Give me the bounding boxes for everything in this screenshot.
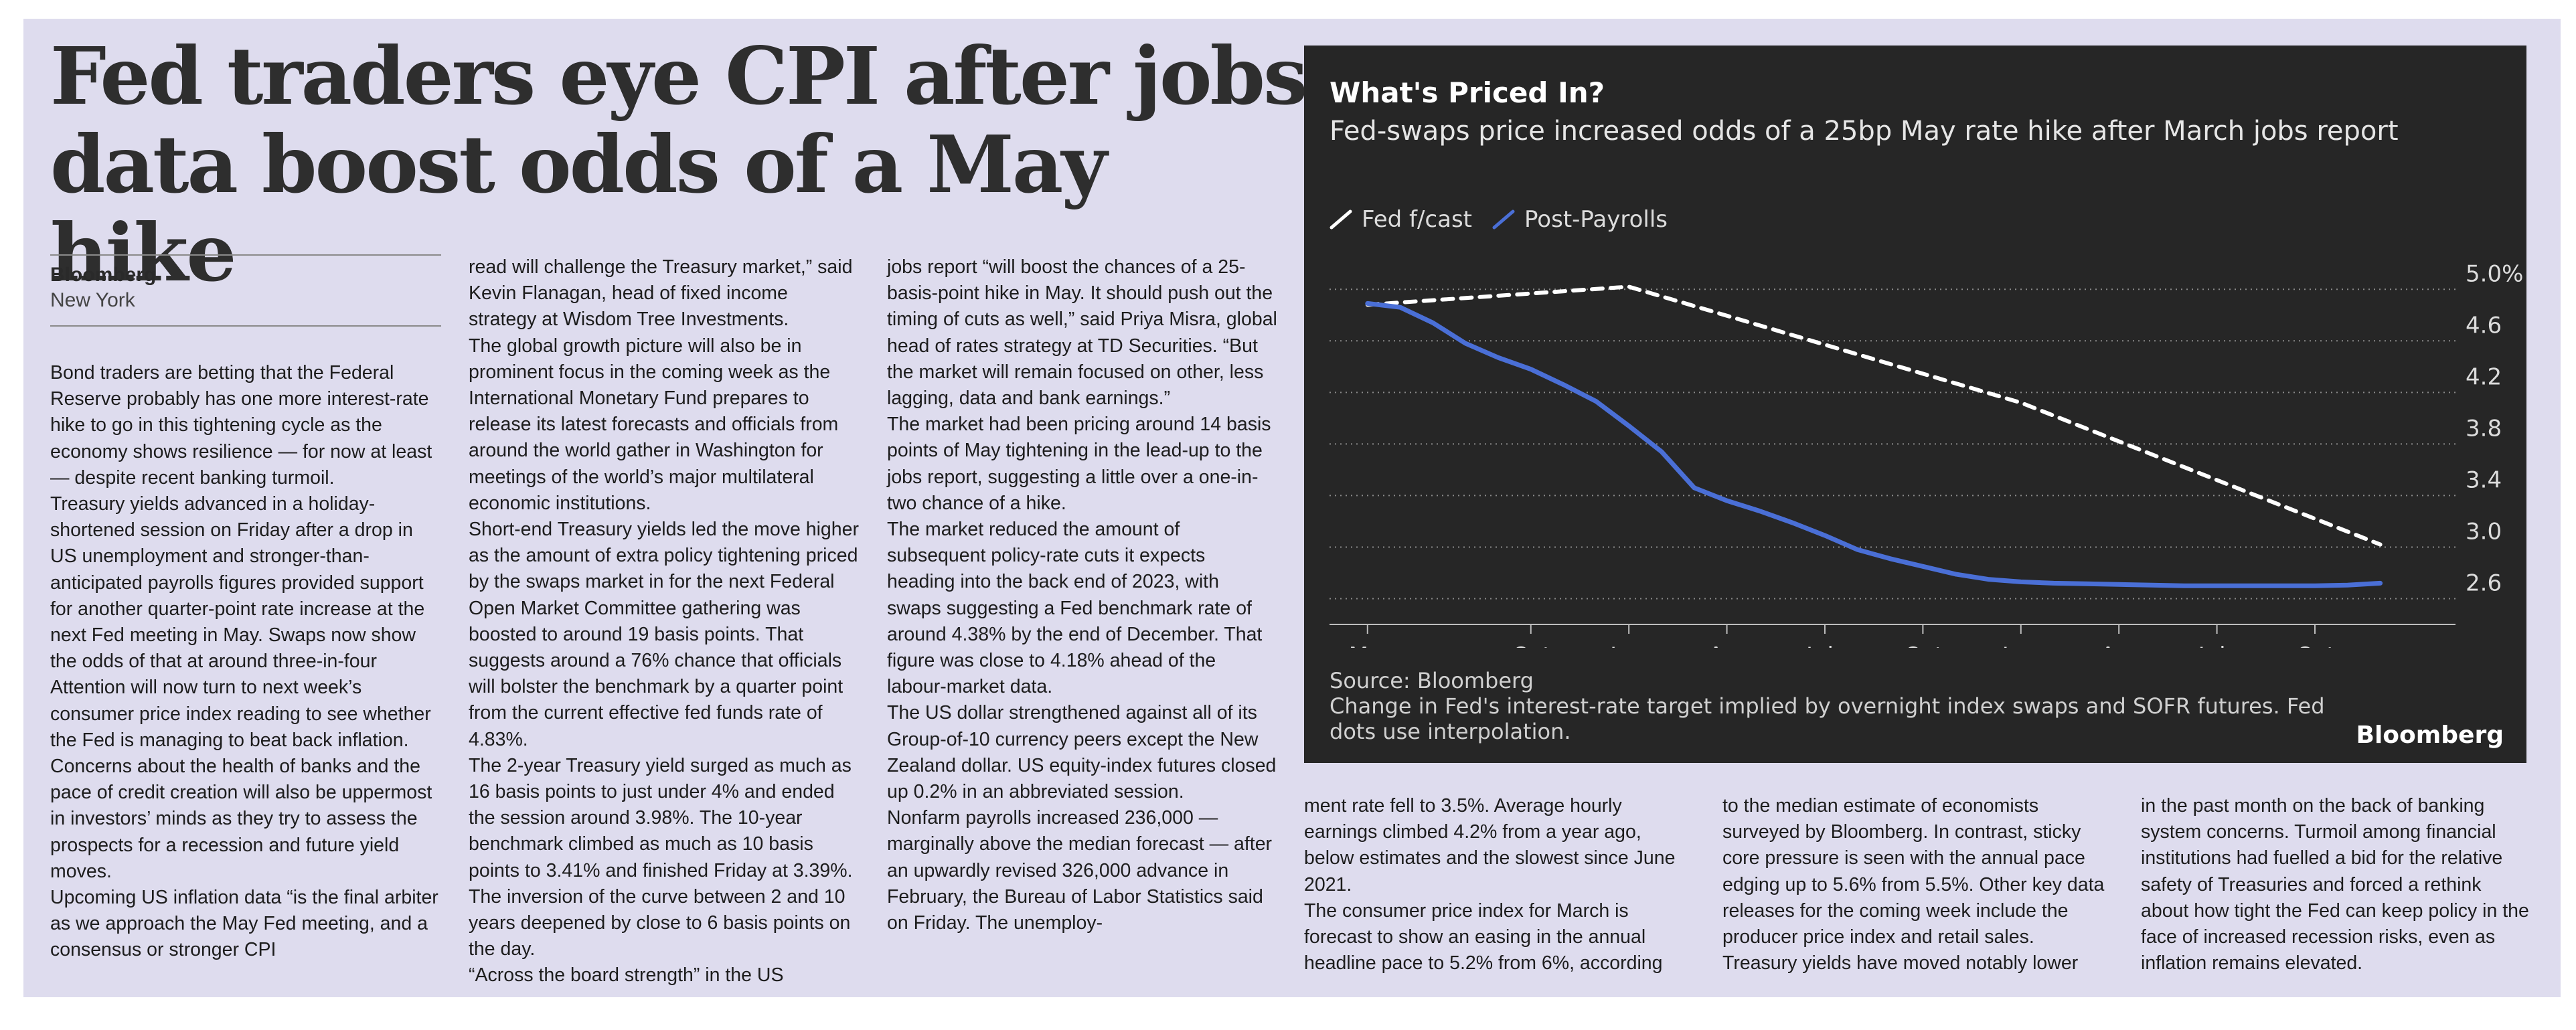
paragraph: Treasury yields have moved notably lower [1722,952,2079,974]
paragraph: The 2-year Treasury yield surged as much… [469,754,853,960]
solid-line-icon [1492,209,1515,230]
legend-item-fed-forecast: Fed f/cast [1330,206,1472,233]
article-column-5: to the median estimate of economists sur… [1722,793,2113,976]
post-payrolls-line [1365,301,2383,588]
x-tick-label: May [1349,642,1396,648]
chart-footnote: Source: Bloomberg Change in Fed's intere… [1330,668,2334,744]
article-page: Fed traders eye CPI after jobs data boos… [23,19,2561,997]
paragraph: Bond traders are betting that the Federa… [50,362,432,489]
paragraph: Attention will now turn to next week’s c… [50,677,432,882]
paragraph: The consumer price index for March is fo… [1304,899,1663,974]
dashed-line-icon [1330,209,1352,230]
byline-top-rule [50,254,441,256]
x-tick-label: Apr [2100,642,2140,648]
paragraph: jobs report “will boost the chances of a… [887,256,1277,410]
chart-legend: Fed f/cast Post-Payrolls [1330,206,1668,233]
paragraph: to the median estimate of economists sur… [1722,795,2105,948]
paragraph: read will challenge the Treasury market,… [469,256,853,331]
article-column-6: in the past month on the back of banking… [2141,793,2532,976]
fed-forecast-line [1365,284,2383,547]
y-tick-label: 4.6 [2466,312,2502,339]
y-tick-label: 4.2 [2466,363,2502,390]
legend-label: Fed f/cast [1362,206,1473,233]
paragraph: Upcoming US inflation data “is the final… [50,887,438,961]
paragraph: Nonfarm payrolls increased 236,000 — mar… [887,807,1273,934]
paragraph: The US dollar strengthened against all o… [887,702,1277,803]
paragraph: Short-end Treasury yields led the move h… [469,519,859,750]
chart-subtitle: Fed-swaps price increased odds of a 25bp… [1330,116,2399,147]
x-tick-label: Oct [1512,642,1552,648]
bloomberg-logo: Bloomberg [2356,721,2504,749]
byline-source: Bloomberg [50,264,157,286]
x-tick-label: Jul [2197,642,2226,648]
x-tick-label: Oct [1904,642,1943,648]
legend-label: Post-Payrolls [1524,206,1668,233]
article-column-4: ment rate fell to 3.5%. Average hourly e… [1304,793,1695,976]
byline: Bloomberg New York [50,254,441,327]
x-tick-label: Jan [2001,642,2037,648]
chart-title: What's Priced In? [1330,76,1605,109]
byline-location: New York [50,289,135,311]
y-tick-label: 3.4 [2466,466,2502,493]
y-tick-label: 3.8 [2466,415,2502,442]
x-tick-label: Jul [1805,642,1834,648]
chart-plot: 5.0%4.64.23.83.43.02.6May2023OctJan2024A… [1330,260,2523,648]
headline: Fed traders eye CPI after jobs data boos… [50,29,1308,299]
paragraph: The global growth picture will also be i… [469,335,839,514]
paragraph: Treasury yields advanced in a holiday-sh… [50,493,425,673]
x-tick-label: Oct [2296,642,2336,648]
article-column-1: Bond traders are betting that the Federa… [50,360,441,964]
y-tick-label: 5.0% [2466,260,2523,287]
paragraph: The market had been pricing around 14 ba… [887,414,1271,514]
chart-note: Change in Fed's interest-rate target imp… [1330,693,2325,744]
x-tick-label: Jan [1609,642,1645,648]
article-column-3: jobs report “will boost the chances of a… [887,254,1278,936]
y-tick-label: 2.6 [2466,570,2502,596]
paragraph: in the past month on the back of banking… [2141,795,2529,974]
paragraph: ment rate fell to 3.5%. Average hourly e… [1304,795,1676,895]
chart-source: Source: Bloomberg [1330,668,1534,693]
paragraph: The market reduced the amount of subsequ… [887,519,1263,698]
x-tick-label: Apr [1708,642,1748,648]
byline-bottom-rule [50,325,441,327]
chart-panel: What's Priced In? Fed-swaps price increa… [1304,46,2526,763]
legend-item-post-payrolls: Post-Payrolls [1492,206,1668,233]
article-column-2: read will challenge the Treasury market,… [469,254,860,989]
y-tick-label: 3.0 [2466,518,2502,545]
paragraph: “Across the board strength” in the US [469,964,784,986]
